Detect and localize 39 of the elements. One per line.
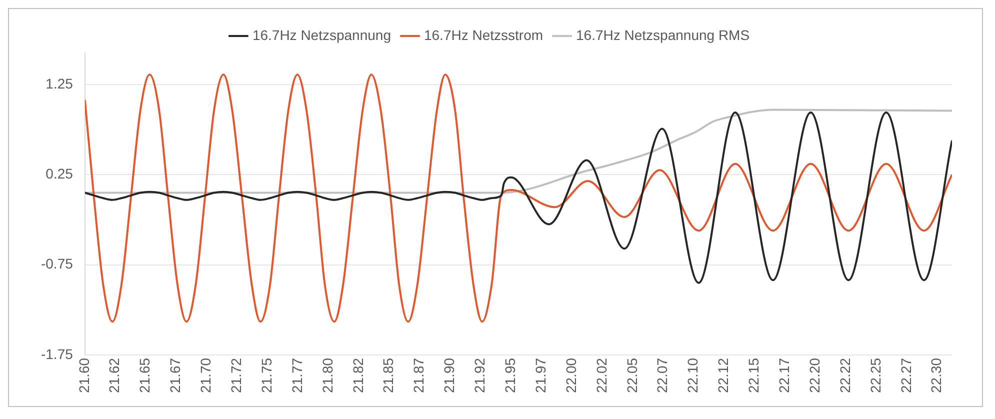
x-tick-label: 21.62 [106,358,122,394]
x-tick-label: 21.85 [380,358,396,394]
line-series [84,74,952,323]
line-series [84,108,952,194]
x-tick-label: 22.07 [654,358,670,394]
y-tick-label: -0.75 [40,256,74,272]
y-tick-label: 0.25 [46,166,74,182]
x-tick-label: 21.60 [76,358,92,394]
x-tick-label: 21.77 [288,358,305,394]
line-series [84,111,952,284]
legend-label: 16.7Hz Netzsstrom [424,26,544,43]
x-tick-label: 22.27 [898,358,914,394]
x-tick-label: 22.17 [776,358,792,394]
legend-label: 16.7Hz Netzspannung RMS [576,26,750,43]
x-tick-label: 21.97 [532,358,548,394]
x-tick-label: 22.22 [836,358,853,394]
x-tick-label: 21.95 [502,358,518,394]
x-tick-label: 22.30 [928,358,944,394]
x-tick-label: 21.65 [136,358,153,394]
x-tick-label: 21.75 [258,358,274,394]
x-tick-label: 21.70 [198,358,214,394]
x-tick-label: 22.10 [684,358,701,394]
legend-label: 16.7Hz Netzspannung [252,26,391,43]
x-tick-label: 22.25 [867,358,884,394]
x-tick-label: 21.67 [167,358,184,394]
x-tick-label: 22.02 [593,358,610,394]
x-tick-label: 22.00 [562,358,579,394]
x-tick-label: 22.12 [715,358,732,394]
x-tick-label: 21.90 [441,358,458,394]
x-tick-label: 21.80 [319,358,336,394]
x-tick-label: 21.92 [472,358,488,394]
x-tick-label: 21.82 [350,358,366,394]
y-tick-label: -1.75 [40,346,74,362]
x-tick-label: 21.72 [228,358,244,394]
x-tick-label: 22.20 [806,358,822,394]
x-tick-label: 21.87 [410,358,427,394]
x-tick-label: 22.05 [624,358,640,394]
y-tick-label: 1.25 [46,75,74,92]
x-tick-label: 22.15 [746,358,762,394]
